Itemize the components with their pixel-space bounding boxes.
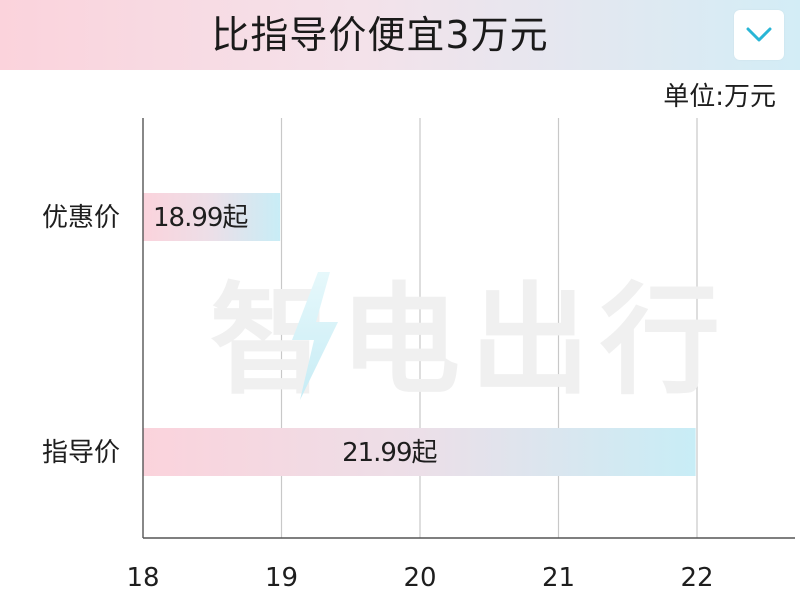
watermark-text: 智电出行 [210, 272, 730, 411]
x-tick-label: 20 [403, 563, 436, 593]
data-label: 21.99起 [342, 438, 437, 468]
data-label: 18.99起 [153, 203, 248, 233]
category-label: 优惠价 [42, 203, 120, 233]
x-tick-label: 22 [680, 563, 713, 593]
bars: 18.99起 21.99起 [143, 193, 696, 476]
bar [143, 428, 696, 476]
page-title: 比指导价便宜3万元 [211, 13, 549, 57]
x-tick-label: 18 [126, 563, 159, 593]
bar [143, 193, 281, 241]
x-tick-label: 19 [265, 563, 298, 593]
x-tick-label: 21 [542, 563, 575, 593]
category-label: 指导价 [42, 438, 120, 468]
title-bar: 比指导价便宜3万元 [0, 0, 800, 70]
unit-label: 单位:万元 [663, 82, 776, 112]
chevron-down-icon [746, 27, 772, 42]
lightning-bolt-icon [292, 272, 338, 400]
dropdown-button[interactable] [734, 10, 784, 60]
